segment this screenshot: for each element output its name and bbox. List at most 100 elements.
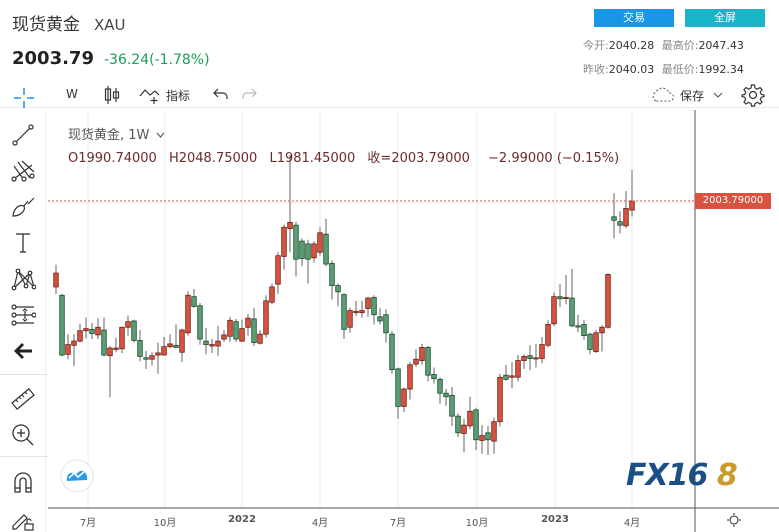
- candle: [569, 297, 575, 327]
- candle: [587, 333, 593, 350]
- candle: [629, 200, 635, 211]
- legend-chevron-icon[interactable]: [156, 132, 165, 139]
- candle: [203, 340, 209, 346]
- stats-row-1: 今开:2040.28 最高价:2047.43: [583, 37, 744, 53]
- open-value: 2040.28: [608, 39, 655, 52]
- tradingview-logo-icon[interactable]: [60, 459, 94, 493]
- candle: [275, 255, 281, 285]
- measure-range-icon[interactable]: [10, 302, 36, 328]
- candle: [497, 376, 503, 423]
- candle: [251, 318, 257, 343]
- candle-type-icon[interactable]: [103, 85, 121, 105]
- candle: [209, 344, 215, 347]
- axis-settings-icon[interactable]: [726, 512, 742, 528]
- candle: [461, 424, 467, 434]
- legend-change: −2.99000 (−0.15%): [488, 151, 620, 166]
- save-dropdown-chevron-icon[interactable]: [713, 91, 723, 99]
- candle: [221, 334, 227, 340]
- candles: [53, 155, 635, 456]
- candle: [281, 226, 287, 257]
- candle: [329, 262, 335, 286]
- high-value: 2047.43: [698, 39, 744, 52]
- lock-drawing-icon[interactable]: [10, 506, 36, 532]
- grid-lines: [48, 110, 695, 508]
- candle: [299, 240, 305, 259]
- candle: [191, 296, 197, 307]
- sidebar-divider: [0, 374, 48, 375]
- undo-icon[interactable]: [212, 87, 230, 101]
- candle: [503, 374, 509, 380]
- candle: [263, 300, 269, 335]
- last-price-tag: 2003.79000: [695, 193, 771, 209]
- candle: [365, 297, 371, 309]
- fullscreen-button[interactable]: 全屏: [685, 9, 765, 27]
- pattern-tool-icon[interactable]: [10, 266, 36, 292]
- time-axis-label: 4月: [623, 518, 641, 529]
- candle: [167, 343, 173, 348]
- candle: [107, 347, 113, 357]
- candle: [65, 344, 71, 355]
- time-axis-label: 2022: [228, 514, 256, 525]
- trade-button[interactable]: 交易: [594, 9, 674, 27]
- zoom-in-icon[interactable]: [10, 422, 36, 448]
- back-arrow-icon[interactable]: [10, 338, 36, 364]
- candle: [233, 321, 239, 340]
- candle: [521, 356, 527, 361]
- candle: [149, 355, 155, 360]
- fx168-watermark: FX16 8: [626, 458, 738, 493]
- candle: [359, 310, 365, 314]
- candle: [335, 285, 341, 293]
- candle: [311, 243, 317, 259]
- low-label: 最低价:: [661, 63, 699, 76]
- candle: [59, 294, 65, 356]
- brush-icon[interactable]: [10, 194, 36, 220]
- save-button[interactable]: 保存: [680, 89, 705, 103]
- crosshair-icon[interactable]: [12, 86, 36, 110]
- chart-legend-title[interactable]: 现货黄金, 1W: [68, 124, 165, 143]
- candle: [215, 340, 221, 347]
- redo-icon[interactable]: [240, 87, 258, 101]
- candle: [269, 286, 275, 303]
- candle: [53, 272, 59, 288]
- magnet-icon[interactable]: [10, 470, 36, 496]
- indicators-button[interactable]: 指标: [166, 89, 191, 103]
- candle: [425, 346, 431, 376]
- candle: [341, 294, 347, 330]
- time-axis-label: 4月: [311, 518, 329, 529]
- candle: [389, 333, 395, 371]
- candle: [161, 346, 167, 356]
- candle: [473, 409, 479, 441]
- drawing-tools-sidebar: [0, 110, 48, 532]
- candle: [89, 328, 95, 334]
- candle: [467, 410, 473, 427]
- legend-low: L1981.45000: [269, 151, 356, 166]
- candle: [353, 310, 359, 314]
- open-label: 今开:: [583, 39, 609, 52]
- candle: [185, 294, 191, 334]
- candle: [347, 310, 353, 328]
- candle: [581, 324, 587, 336]
- candle: [239, 328, 245, 342]
- stats-row-2: 昨收:2040.03 最低价:1992.34: [583, 61, 744, 77]
- trend-line-icon[interactable]: [10, 122, 36, 148]
- candle: [125, 321, 131, 328]
- cloud-save-icon[interactable]: [650, 87, 676, 103]
- candle: [293, 224, 299, 260]
- candle: [95, 326, 101, 336]
- settings-gear-icon[interactable]: [741, 83, 765, 107]
- interval-selector[interactable]: W: [66, 87, 78, 101]
- candle: [419, 346, 425, 361]
- candlestick-chart[interactable]: [47, 110, 779, 532]
- text-tool-icon[interactable]: [10, 230, 36, 256]
- fx168-watermark-8: 8: [716, 458, 738, 493]
- pitchfork-icon[interactable]: [10, 158, 36, 184]
- candle: [119, 326, 125, 350]
- candle: [101, 329, 107, 356]
- candle: [287, 221, 293, 230]
- time-axis-label: 2023: [541, 514, 569, 525]
- candle: [71, 340, 77, 346]
- indicators-icon[interactable]: [139, 85, 161, 105]
- ruler-icon[interactable]: [10, 386, 36, 412]
- candle: [563, 296, 569, 299]
- time-axis-label: 10月: [153, 518, 177, 529]
